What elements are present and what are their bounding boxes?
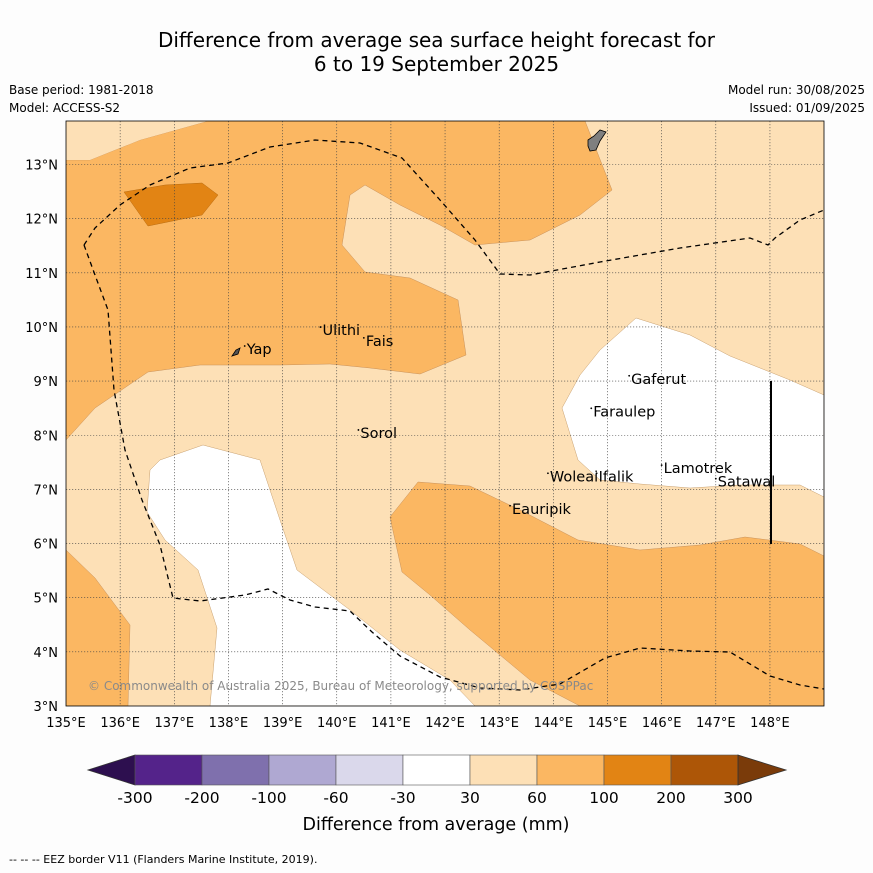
place-label-ulithi: Ulithi xyxy=(323,323,361,339)
eez-border-north xyxy=(83,139,824,276)
fill-30-60-corner xyxy=(66,121,208,160)
colorbar-segment xyxy=(335,754,404,786)
island-marker xyxy=(595,472,598,475)
island-marker xyxy=(628,374,631,377)
lon-tick-label: 137°E xyxy=(155,716,195,731)
colorbar-segment xyxy=(536,754,605,786)
lon-tick-label: 140°E xyxy=(317,716,357,731)
colorbar-tick-label: -100 xyxy=(251,789,286,807)
lon-tick-labels: 135°E 136°E 137°E 138°E 139°E 140°E 141°E 142°E… xyxy=(46,716,789,731)
colorbar-tick-label: 300 xyxy=(723,789,753,807)
lat-tick-label: 6°N xyxy=(34,538,59,553)
lon-tick-label: 141°E xyxy=(371,716,411,731)
place-label-yap: Yap xyxy=(246,342,272,358)
place-label-gaferut: Gaferut xyxy=(631,372,686,388)
lat-tick-label: 13°N xyxy=(25,159,58,174)
place-label-satawal: Satawal xyxy=(718,475,775,491)
colorbar-tick-label: 30 xyxy=(460,789,480,807)
place-label-ifalik: Ifalik xyxy=(599,469,634,485)
place-label-lamotrek: Lamotrek xyxy=(664,461,733,477)
map-area: Yap Ulithi Fais Gaferut Faraulep Sorol Woleai I… xyxy=(66,121,824,706)
island-marker xyxy=(357,429,360,431)
colorbar-segment xyxy=(402,754,471,786)
island-marker xyxy=(243,345,246,347)
lon-tick-label: 139°E xyxy=(263,716,303,731)
lat-tick-label: 11°N xyxy=(25,267,58,282)
colorbar-segment xyxy=(201,754,270,786)
map-frame xyxy=(65,120,825,707)
colorbar-tick-label: 200 xyxy=(656,789,686,807)
lon-tick-label: 148°E xyxy=(750,716,790,731)
lat-tick-label: 3°N xyxy=(34,700,59,715)
place-label-woleai: Woleai xyxy=(550,469,598,485)
model-name: Model: ACCESS-S2 xyxy=(9,101,121,115)
place-label-eauripik: Eauripik xyxy=(512,502,571,518)
colorbar-tick-label: -300 xyxy=(117,789,152,807)
meta-right: Model run: 30/08/2025 Issued: 01/09/2025 xyxy=(728,81,865,117)
eez-footnote: -- -- -- EEZ border V11 (Flanders Marine… xyxy=(9,853,318,866)
lon-tick-label: 138°E xyxy=(209,716,249,731)
colorbar-label: Difference from average (mm) xyxy=(302,815,569,835)
issued-date: Issued: 01/09/2025 xyxy=(749,101,865,115)
title-line-1: Difference from average sea surface heig… xyxy=(157,28,716,52)
colorbar-tick-label: -60 xyxy=(323,789,348,807)
lat-tick-label: 5°N xyxy=(34,592,59,607)
yap-landmass xyxy=(231,347,241,357)
lon-tick-label: 135°E xyxy=(46,716,86,731)
map-title: Difference from average sea surface heig… xyxy=(0,28,873,76)
lat-tick-label: 10°N xyxy=(25,321,58,336)
colorbar-tick-label: 100 xyxy=(589,789,619,807)
lon-tick-label: 147°E xyxy=(696,716,736,731)
base-period: Base period: 1981-2018 xyxy=(9,83,154,97)
eez-border-west xyxy=(83,244,824,691)
guam-landmass xyxy=(587,129,607,152)
place-label-fais: Fais xyxy=(366,334,393,350)
island-marker xyxy=(660,464,663,467)
lat-tick-label: 7°N xyxy=(34,483,59,498)
lon-tick-label: 144°E xyxy=(534,716,574,731)
lat-tick-label: 9°N xyxy=(34,375,59,390)
lat-tick-label: 12°N xyxy=(25,213,58,228)
graticule xyxy=(66,121,824,706)
lon-tick-label: 146°E xyxy=(642,716,682,731)
colorbar-tick-label: -200 xyxy=(184,789,219,807)
fill-100-200 xyxy=(123,182,219,227)
fill-neutral-east xyxy=(561,317,824,498)
lat-tick-label: 4°N xyxy=(34,646,59,661)
fill-neutral-southwest xyxy=(146,444,476,706)
model-run: Model run: 30/08/2025 xyxy=(727,83,865,97)
island-marker xyxy=(547,472,549,475)
island-marker xyxy=(509,504,511,507)
colorbar-max-extend xyxy=(737,754,788,786)
lat-tick-labels: 3°N 4°N 5°N 6°N 7°N 8°N 9°N 10°N 11°N 12°N 13°N xyxy=(25,159,58,716)
island-marker xyxy=(319,326,322,328)
colorbar-segment xyxy=(268,754,337,786)
colorbar: -300 -200 -100 -60 -30 30 60 100 200 300 xyxy=(86,754,788,807)
lon-tick-label: 142°E xyxy=(425,716,465,731)
colorbar-segment xyxy=(603,754,672,786)
colorbar-min-extend xyxy=(86,754,136,786)
lon-tick-label: 145°E xyxy=(588,716,628,731)
colorbar-tick-label: 60 xyxy=(527,789,547,807)
island-marker xyxy=(714,477,717,480)
island-marker xyxy=(362,337,365,339)
copyright-notice: © Commonwealth of Australia 2025, Bureau… xyxy=(88,679,593,693)
island-marker xyxy=(590,407,593,410)
colorbar-segment xyxy=(134,754,203,786)
fill-60-100-southwest xyxy=(66,549,131,706)
colorbar-segment xyxy=(469,754,538,786)
meta-left: Base period: 1981-2018 Model: ACCESS-S2 xyxy=(9,81,154,117)
colorbar-segment xyxy=(670,754,739,786)
colorbar-tick-label: -30 xyxy=(390,789,415,807)
place-label-sorol: Sorol xyxy=(360,426,397,442)
lat-tick-label: 8°N xyxy=(34,429,59,444)
lon-tick-label: 143°E xyxy=(479,716,519,731)
place-label-faraulep: Faraulep xyxy=(593,404,655,420)
title-line-2: 6 to 19 September 2025 xyxy=(313,52,560,76)
lon-tick-label: 136°E xyxy=(100,716,140,731)
place-labels: Yap Ulithi Fais Gaferut Faraulep Sorol Woleai I… xyxy=(243,323,775,518)
